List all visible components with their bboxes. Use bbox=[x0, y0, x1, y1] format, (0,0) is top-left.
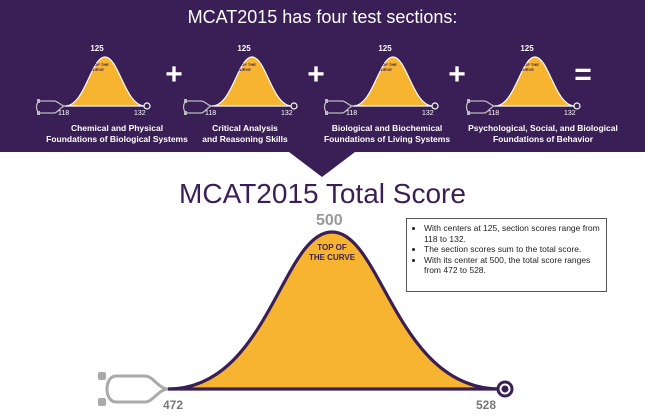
bell-curve-large bbox=[167, 230, 501, 391]
top-of-curve-tag: TOP OF THE CURVE bbox=[232, 62, 256, 72]
section-max-value: 132 bbox=[564, 110, 576, 117]
stethoscope-icon bbox=[182, 99, 213, 115]
section-max-value: 132 bbox=[422, 110, 434, 117]
section-label-critical-analysis: Critical Analysis and Reasoning Skills bbox=[170, 123, 320, 145]
top-banner bbox=[0, 0, 645, 177]
chestpiece-icon bbox=[143, 102, 151, 110]
note-item: With its center at 500, the total score … bbox=[424, 255, 601, 276]
total-center-value: 500 bbox=[316, 212, 343, 229]
section-label-line1: Chemical and Physical bbox=[70, 123, 164, 133]
section-label-line2: Foundations of Behavior bbox=[492, 134, 594, 144]
top-of-curve-tag: TOP OF THE CURVE bbox=[85, 62, 109, 72]
bell-curve bbox=[182, 56, 298, 115]
total-score-title: MCAT2015 Total Score bbox=[179, 178, 466, 209]
plus-operator: + bbox=[307, 58, 325, 91]
plus-operator: + bbox=[165, 58, 183, 91]
banner-heading: MCAT2015 has four test sections: bbox=[187, 7, 458, 27]
section-label-line2: Foundations of Living Systems bbox=[323, 134, 451, 144]
tag-line2: THE CURVE bbox=[308, 253, 356, 262]
notes-box: With centers at 125, section scores rang… bbox=[406, 218, 607, 292]
chestpiece-icon bbox=[573, 102, 581, 110]
total-min-value: 472 bbox=[163, 398, 184, 412]
section-max-value: 132 bbox=[281, 110, 293, 117]
stethoscope-icon bbox=[98, 372, 169, 406]
note-item: With centers at 125, section scores rang… bbox=[424, 223, 601, 244]
stethoscope-icon bbox=[323, 99, 354, 115]
top-of-curve-tag: TOP OF THE CURVE bbox=[515, 62, 539, 72]
note-item: The section scores sum to the total scor… bbox=[424, 244, 601, 255]
bell-curve bbox=[323, 56, 439, 115]
equals-operator: = bbox=[574, 58, 592, 91]
bell-curve bbox=[465, 56, 581, 115]
section-label-chemical-physical: Chemical and Physical Foundations of Bio… bbox=[42, 123, 192, 145]
top-of-curve-tag-large: TOP OF THE CURVE bbox=[300, 243, 364, 263]
chestpiece-icon bbox=[496, 380, 514, 398]
stethoscope-icon bbox=[465, 99, 496, 115]
chestpiece-icon bbox=[431, 102, 439, 110]
section-curve-1: 125 TOP OF THE CURVE 118 132 bbox=[27, 44, 167, 120]
section-label-psychological-social: Psychological, Social, and Biological Fo… bbox=[458, 123, 628, 145]
section-curve-4: 125 TOP OF THE CURVE 118 132 bbox=[457, 44, 597, 120]
plus-operator: + bbox=[448, 58, 466, 91]
section-label-line2: Foundations of Biological Systems bbox=[46, 134, 188, 144]
section-center-value: 125 bbox=[520, 44, 534, 53]
section-label-line2: and Reasoning Skills bbox=[202, 134, 288, 144]
section-label-line1: Biological and Biochemical bbox=[331, 123, 443, 133]
section-min-value: 118 bbox=[58, 110, 70, 117]
section-center-value: 125 bbox=[237, 44, 251, 53]
tag-line1: TOP OF bbox=[317, 243, 347, 252]
section-max-value: 132 bbox=[134, 110, 146, 117]
top-of-curve-tag: TOP OF THE CURVE bbox=[373, 62, 397, 72]
chestpiece-icon bbox=[290, 102, 298, 110]
section-min-value: 118 bbox=[205, 110, 217, 117]
stethoscope-icon bbox=[35, 99, 66, 115]
bell-curve bbox=[35, 56, 151, 115]
section-center-value: 125 bbox=[90, 44, 104, 53]
section-center-value: 125 bbox=[378, 44, 392, 53]
section-label-biological-biochemical: Biological and Biochemical Foundations o… bbox=[312, 123, 462, 145]
section-label-line1: Psychological, Social, and Biological bbox=[468, 123, 618, 133]
section-min-value: 118 bbox=[488, 110, 500, 117]
notes-list: With centers at 125, section scores rang… bbox=[414, 223, 601, 276]
section-curve-3: 125 TOP OF THE CURVE 118 132 bbox=[315, 44, 455, 120]
section-curve-2: 125 TOP OF THE CURVE 118 132 bbox=[174, 44, 314, 120]
total-max-value: 528 bbox=[476, 398, 497, 412]
section-label-line1: Critical Analysis bbox=[212, 123, 278, 133]
section-min-value: 118 bbox=[346, 110, 358, 117]
